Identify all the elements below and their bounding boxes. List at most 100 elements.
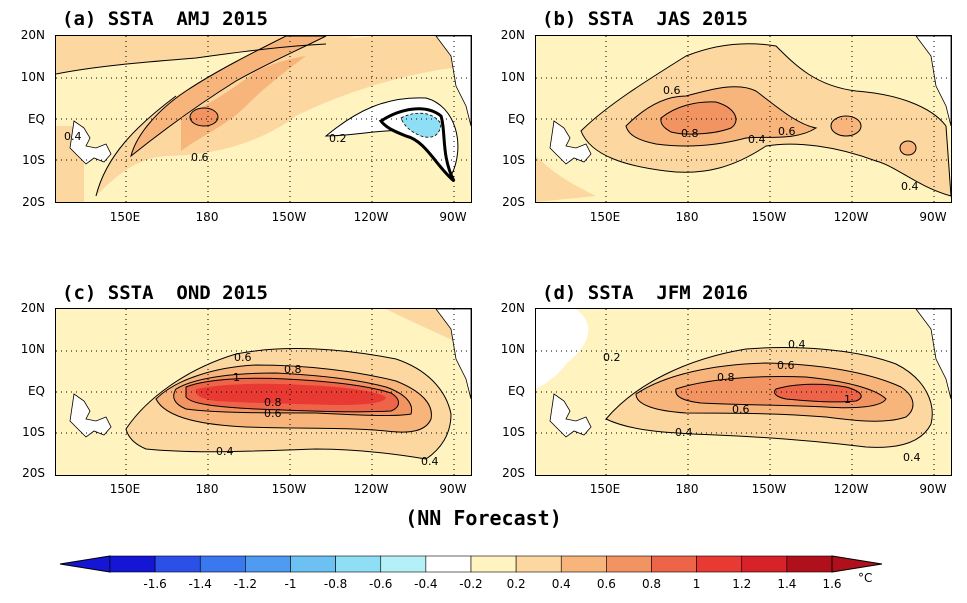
lat-label: 10N	[500, 70, 525, 84]
contour-label: 0.4	[748, 133, 766, 146]
lat-label: EQ	[27, 384, 45, 398]
lon-label: 150W	[751, 482, 787, 496]
lat-label: 20S	[502, 195, 525, 209]
colorbar-tick-label: -0.4	[414, 577, 437, 591]
map-c-canvas: 0.6 0.8 1 0.8 0.6 0.4 0.4	[56, 309, 471, 475]
colorbar-cell	[560, 555, 607, 573]
colorbar-tick-label: 1.2	[732, 577, 751, 591]
lat-label: 10N	[20, 342, 45, 356]
lon-label: 150E	[109, 210, 141, 224]
contour-label: 1	[233, 371, 240, 384]
colorbar-tick-label: -1.2	[234, 577, 257, 591]
contour-label: 1	[844, 393, 851, 406]
lon-label: 120W	[833, 482, 869, 496]
colorbar-tick-label: 1.4	[777, 577, 796, 591]
colorbar-cell	[515, 555, 562, 573]
lon-label: 180	[675, 482, 699, 496]
panel-b-title: (b) SSTA JAS 2015	[542, 8, 748, 30]
forecast-caption: (NN Forecast)	[405, 506, 562, 530]
colorbar-cell	[425, 555, 472, 573]
map-panel-d: 0.2 0.4 0.6 0.8 1 0.6 0.4 0.4	[535, 308, 952, 476]
contour-label: 0.6	[663, 84, 681, 97]
contour-label: 0.4	[788, 338, 806, 351]
lat-label: EQ	[27, 112, 45, 126]
colorbar-tick-label: -1	[285, 577, 297, 591]
lon-label: 180	[195, 210, 219, 224]
lon-label: 180	[675, 210, 699, 224]
contour-label: 0.4	[64, 130, 82, 143]
lat-label: 20N	[20, 301, 45, 315]
panel-d-title: (d) SSTA JFM 2016	[542, 282, 748, 304]
lon-label: 150E	[589, 210, 621, 224]
contour-label: 0.4	[903, 451, 921, 464]
colorbar-cell	[786, 555, 833, 573]
panel-a-title: (a) SSTA AMJ 2015	[62, 8, 268, 30]
colorbar-cell	[335, 555, 382, 573]
colorbar-cell	[470, 555, 517, 573]
lat-label: 20N	[500, 301, 525, 315]
colorbar-cell	[245, 555, 291, 573]
colorbar-tick-label: -1.4	[189, 577, 212, 591]
lat-label: 10N	[500, 342, 525, 356]
contour-label: 0.2	[603, 351, 621, 364]
lon-label: 120W	[833, 210, 869, 224]
lat-label: 10S	[22, 153, 45, 167]
lat-label: 20N	[20, 28, 45, 42]
colorbar-tick-label: 1.6	[822, 577, 841, 591]
lon-label: 90W	[439, 210, 467, 224]
map-panel-a: 0.4 0.6 0.2	[55, 35, 472, 203]
colorbar-tick-label: -0.8	[324, 577, 347, 591]
colorbar-low-arrow	[59, 555, 111, 573]
contour-label: 0.8	[284, 363, 302, 376]
colorbar-cell	[741, 555, 788, 573]
contour-label: 0.6	[778, 125, 796, 138]
lat-label: 20N	[500, 28, 525, 42]
colorbar-unit: °C	[858, 571, 872, 585]
contour-label: 0.8	[264, 396, 282, 409]
lon-label: 90W	[439, 482, 467, 496]
contour-label: 0.4	[675, 426, 693, 439]
lat-label: 20S	[502, 466, 525, 480]
lon-label: 150W	[271, 210, 307, 224]
colorbar-cell	[696, 555, 743, 573]
lon-label: 150E	[589, 482, 621, 496]
contour-label: 0.6	[732, 403, 750, 416]
map-panel-c: 0.6 0.8 1 0.8 0.6 0.4 0.4	[55, 308, 472, 476]
colorbar: -1.6 -1.4 -1.2 -1 -0.8 -0.6 -0.4 -0.2 0.2 0.4 0.6 0…	[59, 555, 883, 591]
lon-label: 120W	[353, 210, 389, 224]
lat-label: 10S	[502, 425, 525, 439]
lat-label: 20S	[22, 195, 45, 209]
contour-label: 0.8	[717, 371, 735, 384]
colorbar-cell	[109, 555, 156, 573]
contour-label: 0.6	[777, 359, 795, 372]
lat-label: 10S	[22, 425, 45, 439]
lat-label: EQ	[507, 384, 525, 398]
colorbar-tick-label: 0.8	[642, 577, 661, 591]
lon-label: 150E	[109, 482, 141, 496]
lat-label: 10N	[20, 70, 45, 84]
colorbar-cell	[199, 555, 246, 573]
map-b-canvas: 0.6 0.8 0.6 0.4 0.4	[536, 36, 951, 202]
lon-label: 150W	[271, 482, 307, 496]
colorbar-tick-label: 0.6	[597, 577, 616, 591]
lat-label: 10S	[502, 153, 525, 167]
contour-label: 0.6	[264, 407, 282, 420]
lat-label: 20S	[22, 466, 45, 480]
colorbar-cell	[380, 555, 427, 573]
contour-label: 0.4	[216, 445, 234, 458]
colorbar-tick-label: -0.6	[369, 577, 392, 591]
colorbar-high-arrow	[831, 555, 883, 573]
contour-label: 0.6	[191, 151, 209, 164]
colorbar-cell	[154, 555, 201, 573]
map-a-canvas: 0.4 0.6 0.2	[56, 36, 471, 202]
lon-label: 120W	[353, 482, 389, 496]
colorbar-tick-label: 0.2	[507, 577, 526, 591]
panel-c-title: (c) SSTA OND 2015	[62, 282, 268, 304]
lat-label: EQ	[507, 112, 525, 126]
contour-label: 0.2	[329, 132, 347, 145]
contour-label: 0.4	[421, 455, 439, 468]
lon-label: 150W	[751, 210, 787, 224]
map-panel-b: 0.6 0.8 0.6 0.4 0.4	[535, 35, 952, 203]
colorbar-cell	[651, 555, 697, 573]
lon-label: 180	[195, 482, 219, 496]
